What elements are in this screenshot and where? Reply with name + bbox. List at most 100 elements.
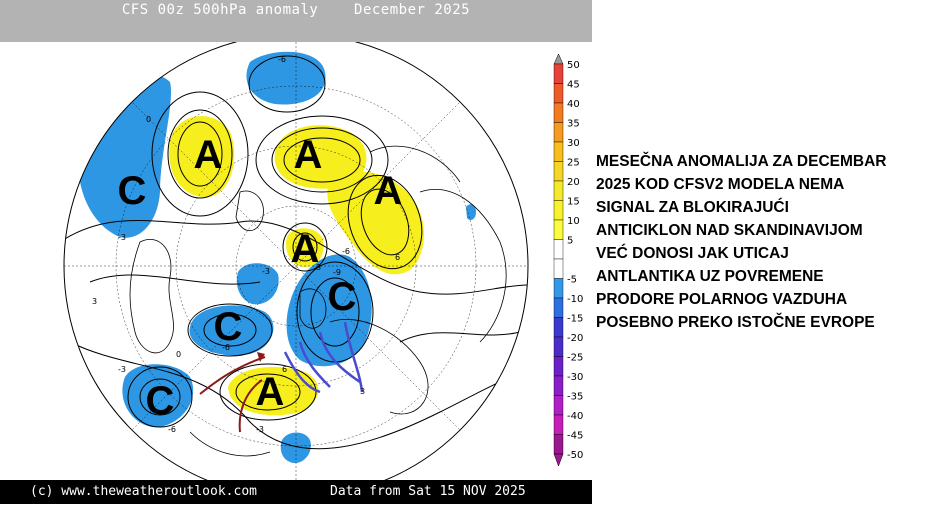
contour-label: 6 [395, 253, 400, 262]
colorbar-swatch [553, 375, 564, 396]
contour-label: -3 [118, 365, 126, 374]
colorbar-top-arrow [553, 53, 564, 65]
anomaly-negative-asia-spot [466, 204, 476, 220]
anomaly-letter: C [328, 275, 357, 319]
colorbar-swatch [553, 219, 564, 240]
colorbar-swatch [553, 83, 564, 104]
colorbar-swatch [553, 414, 564, 435]
colorbar-swatch [553, 200, 564, 221]
colorbar-tick-label: -45 [567, 431, 583, 442]
colorbar-swatch [553, 161, 564, 182]
colorbar-tick-label: 35 [567, 119, 580, 130]
contour-label: -3 [118, 233, 126, 242]
map-canvas: C A A A A C C C A -6 -6 -6 -6 -9 -3 6 3 … [63, 42, 529, 480]
colorbar-tick-label: 50 [567, 60, 580, 71]
colorbar-tick-label: 25 [567, 158, 580, 169]
map-disk [64, 42, 528, 480]
contour-label: 0 [176, 350, 181, 359]
contour-label: 0 [146, 115, 151, 124]
contour-label: -6 [342, 247, 350, 256]
caption-line: ANTLANTIKA UZ POVREMENE [596, 268, 824, 285]
colorbar-tick-label: -10 [567, 294, 583, 305]
anomaly-letter: A [374, 169, 403, 213]
colorbar-svg: 50 45 40 35 30 25 20 15 10 5 -5 -10 -15 -20 -25 -30 -35 -… [553, 53, 583, 467]
anomaly-negative-southwest [122, 364, 194, 428]
contour-label: 6 [282, 365, 287, 374]
warm-air-arrow [199, 356, 266, 433]
colorbar-swatch [553, 317, 564, 338]
caption-line: PRODORE POLARNOG VAZDUHA [596, 291, 848, 308]
colorbar-tick-label: 15 [567, 197, 580, 208]
colorbar-swatch [553, 102, 564, 123]
data-date-text: Data from Sat 15 NOV 2025 [330, 484, 526, 499]
contour-label: -3 [262, 267, 270, 276]
colorbar-legend: 50 45 40 35 30 25 20 15 10 5 -5 -10 -15 -20 -25 -30 -35 -… [552, 52, 592, 472]
colorbar-tick-label: 5 [567, 236, 573, 247]
contour-label: -6 [278, 55, 286, 64]
colorbar-tick-label: 40 [567, 99, 580, 110]
contour-label: -6 [168, 425, 176, 434]
anomaly-map: C A A A A C C C A -6 -6 -6 -6 -9 -3 6 3 … [0, 42, 592, 480]
height-contours [64, 55, 528, 450]
footer-bar: (c) www.theweatheroutlook.com Data from … [0, 480, 592, 504]
title-bar: CFS 00z 500hPa anomaly December 2025 [0, 0, 592, 42]
cold-air-arrows [283, 321, 364, 394]
colorbar-swatch [553, 239, 564, 260]
colorbar-swatch [553, 395, 564, 416]
colorbar-swatch [553, 434, 564, 455]
colorbar-tick-label: -20 [567, 333, 583, 344]
anomaly-letter: A [294, 133, 323, 177]
caption-line: MESEČNA ANOMALIJA ZA DECEMBAR [596, 153, 887, 170]
anomaly-letter: A [194, 133, 223, 177]
graticule [64, 42, 528, 480]
contour-label: 3 [360, 387, 365, 396]
colorbar-tick-label: 10 [567, 216, 580, 227]
anomaly-negative-north [246, 51, 326, 105]
contour-label: 3 [92, 297, 97, 306]
colorbar-tick-label: 45 [567, 80, 580, 91]
colorbar-tick-label: -25 [567, 353, 583, 364]
map-border [63, 42, 529, 480]
colorbar-tick-label: -5 [567, 275, 577, 286]
anomaly-letter: C [146, 379, 175, 423]
anomaly-letters: C A A A A C C C A [118, 133, 403, 423]
colorbar-swatch [553, 297, 564, 318]
colorbar-tick-label: 30 [567, 138, 580, 149]
caption-line: VEĆ DONOSI JAK UTICAJ [596, 245, 789, 262]
colorbar-tick-label: 20 [567, 177, 580, 188]
anomaly-positive-siberia [327, 171, 425, 275]
anomaly-positive-arctic [274, 125, 367, 189]
colorbar-swatch [553, 141, 564, 162]
warm-air-arrowhead [257, 352, 265, 362]
caption-line: 2025 KOD CFSV2 MODELA NEMA [596, 176, 845, 193]
colorbar-tick-label: -35 [567, 392, 583, 403]
colorbar-swatch [553, 356, 564, 377]
contour-label: -3 [256, 425, 264, 434]
caption-line: POSEBNO PREKO ISTOČNE EVROPE [596, 314, 875, 331]
coastlines [129, 145, 507, 457]
caption-line: ANTICIKLON NAD SKANDINAVIJOM [596, 222, 863, 239]
anomaly-positive-atlantic [228, 367, 319, 416]
colorbar-swatch [553, 180, 564, 201]
colorbar-bottom-arrow [553, 453, 564, 467]
contour-label: -9 [333, 268, 341, 277]
contour-labels: -6 -6 -6 -6 -9 -3 6 3 -3 6 3 0 -3 -3 3 0 [92, 55, 400, 434]
anomaly-letter: C [118, 169, 147, 213]
colorbar-swatch [553, 63, 564, 84]
colorbar-swatch [553, 336, 564, 357]
colorbar-tick-label: -15 [567, 314, 583, 325]
anomaly-letter: A [291, 227, 320, 271]
colorbar-tick-label: -30 [567, 372, 583, 383]
anomaly-letter: C [214, 305, 243, 349]
contour-label: 3 [316, 263, 321, 272]
colorbar-tick-label: -50 [567, 450, 583, 461]
colorbar-swatch [553, 278, 564, 299]
chart-title: CFS 00z 500hPa anomaly December 2025 [121, 2, 471, 18]
colorbar-swatch [553, 122, 564, 143]
caption-text: MESEČNA ANOMALIJA ZA DECEMBAR 2025 KOD C… [596, 150, 936, 334]
anomaly-negative-greenland [236, 263, 279, 305]
contour-label: -6 [222, 343, 230, 352]
colorbar-tick-label: -40 [567, 411, 583, 422]
anomaly-letter: A [256, 370, 285, 414]
caption-line: SIGNAL ZA BLOKIRAJUĆI [596, 199, 789, 216]
